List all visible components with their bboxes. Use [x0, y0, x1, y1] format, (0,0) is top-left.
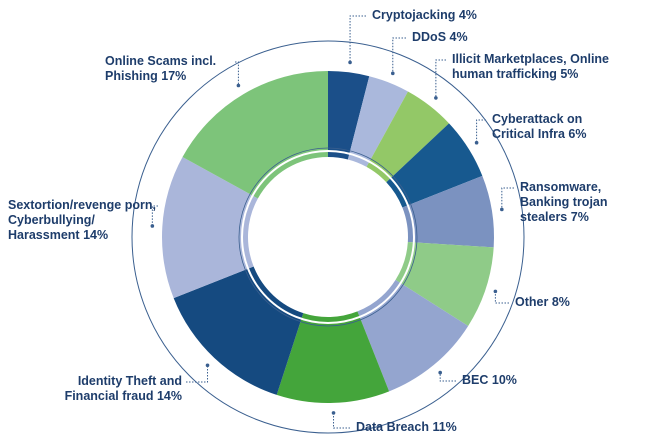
slice — [182, 71, 328, 199]
label-text: Cryptojacking — [372, 8, 456, 22]
label-text: Data Breach — [356, 420, 429, 434]
label-text: Online Scams incl. Phishing — [105, 54, 217, 83]
label-text: 14% — [83, 228, 109, 242]
slice-label: Cryptojacking 4% — [372, 8, 512, 23]
slice-label: Identity Theft and Financial fraud 14% — [42, 374, 182, 404]
leader-line — [235, 61, 239, 86]
leader-line — [186, 365, 209, 383]
leader-dot — [150, 224, 155, 228]
leader-line — [439, 372, 456, 382]
slice — [357, 279, 469, 392]
slice-label: DDoS 4% — [412, 30, 512, 45]
label-text: Sextortion/revenge porn, Cyberbullying/ … — [8, 198, 156, 242]
label-text: 6% — [568, 127, 587, 141]
leader-line — [392, 37, 406, 74]
leader-dot — [438, 370, 442, 375]
inner-ring — [241, 150, 415, 324]
label-text: 4% — [458, 8, 477, 22]
leader-line — [151, 205, 158, 226]
slice — [395, 242, 494, 326]
label-text: Cyberattack on Critical Infra — [492, 112, 583, 141]
label-text: 4% — [449, 30, 468, 44]
label-text: Identity Theft and Financial fraud — [64, 374, 182, 403]
inner-line — [238, 147, 418, 327]
slice — [347, 76, 408, 167]
slice-label: Ransomware, Banking trojan stealers 7% — [520, 180, 645, 225]
leader-line — [494, 291, 509, 304]
label-text: 17% — [161, 69, 187, 83]
slice — [162, 157, 258, 299]
leader-dot — [205, 363, 210, 368]
slice — [366, 91, 450, 183]
leader-dot — [236, 83, 241, 88]
label-text: 11% — [432, 420, 457, 434]
label-text: 10% — [491, 373, 517, 387]
label-text: BEC — [462, 373, 489, 387]
leader-dot — [434, 96, 438, 100]
leader-dot — [474, 140, 479, 145]
leader-dot — [500, 207, 504, 212]
slice — [328, 71, 370, 160]
label-text: Other — [515, 295, 549, 309]
leader-dot — [493, 289, 498, 294]
slice-label: Sextortion/revenge porn, Cyberbullying/ … — [8, 198, 158, 243]
slice-label: Online Scams incl. Phishing 17% — [105, 54, 235, 84]
leader-dot — [348, 60, 352, 65]
label-text: Ransomware, Banking trojan stealers — [520, 180, 608, 224]
slice — [276, 311, 390, 403]
slice-label: Other 8% — [515, 295, 615, 310]
slice-label: BEC 10% — [462, 373, 562, 388]
slice-label: Cyberattack on Critical Infra 6% — [492, 112, 612, 142]
label-text: 14% — [156, 389, 182, 403]
slice-label: Data Breach 11% — [356, 420, 476, 435]
label-text: 8% — [551, 295, 570, 309]
leader-line — [435, 59, 446, 98]
label-text: Illicit Marketplaces, Online human traff… — [452, 52, 610, 81]
leader-dot — [331, 411, 336, 415]
leader-line — [349, 15, 366, 63]
slice — [386, 123, 483, 208]
leader-dot — [390, 71, 395, 76]
slice — [402, 175, 494, 248]
label-text: 5% — [560, 67, 579, 81]
slice-label: Illicit Marketplaces, Online human traff… — [452, 52, 632, 82]
label-text: 7% — [570, 210, 589, 224]
leader-line — [333, 412, 350, 429]
slice — [173, 266, 304, 395]
leader-line — [476, 119, 486, 143]
label-text: DDoS — [412, 30, 447, 44]
leader-line — [501, 187, 514, 210]
outer-ring — [131, 40, 525, 434]
